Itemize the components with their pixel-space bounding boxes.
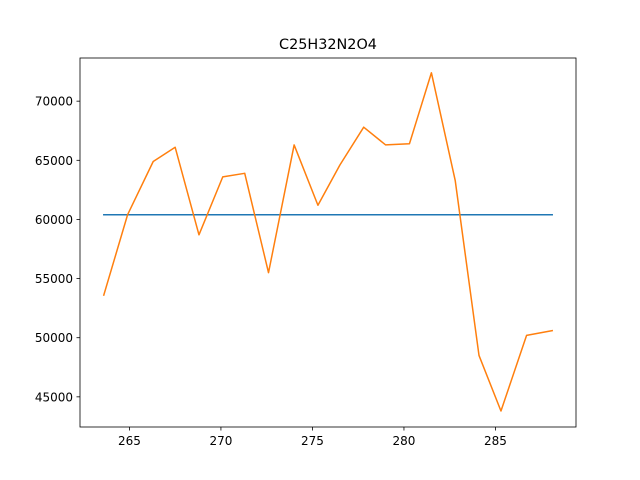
x-tick-label: 275 <box>301 434 324 448</box>
y-tick-label: 50000 <box>35 331 73 345</box>
plot-area <box>102 72 554 412</box>
series-layer <box>102 72 554 412</box>
chart-title: C25H32N2O4 <box>279 37 377 53</box>
axes: 265 270 275 280 285 45000 50000 55000 60000 6500… <box>35 57 577 448</box>
y-axis: 45000 50000 55000 60000 65000 70000 <box>35 95 80 404</box>
y-tick-label: 45000 <box>35 390 73 404</box>
x-tick-label: 285 <box>484 434 507 448</box>
axes-frame <box>79 57 577 428</box>
y-tick-label: 65000 <box>35 154 73 168</box>
series-line-intensity <box>102 72 554 412</box>
y-tick-label: 70000 <box>35 95 73 109</box>
y-tick-label: 60000 <box>35 213 73 227</box>
y-tick-label: 55000 <box>35 272 73 286</box>
x-tick-label: 270 <box>209 434 232 448</box>
x-tick-label: 265 <box>118 434 141 448</box>
x-axis: 265 270 275 280 285 <box>118 427 507 448</box>
x-tick-label: 280 <box>393 434 416 448</box>
